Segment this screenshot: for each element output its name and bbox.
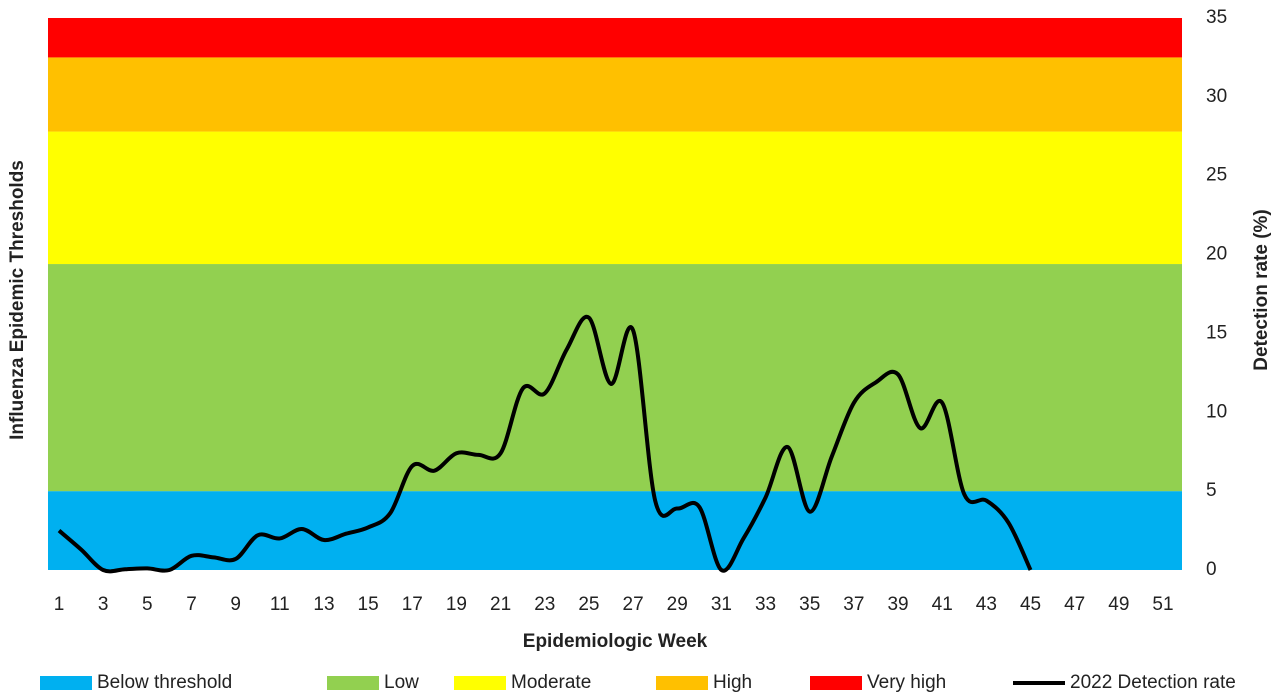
x-axis-title: Epidemiologic Week [523, 631, 708, 652]
x-tick-label: 43 [976, 594, 997, 615]
y-tick-label: 5 [1206, 480, 1217, 501]
x-tick-label: 23 [534, 594, 555, 615]
x-tick-label: 25 [578, 594, 599, 615]
x-tick-label: 1 [54, 594, 65, 615]
x-tick-label: 11 [270, 594, 290, 615]
y-tick-label: 25 [1206, 165, 1227, 186]
y-tick-label: 0 [1206, 559, 1217, 580]
legend-swatch [40, 676, 92, 690]
legend-swatch [810, 676, 862, 690]
legend-swatch [656, 676, 708, 690]
legend-label: High [713, 672, 752, 693]
x-tick-label: 29 [667, 594, 688, 615]
x-tick-label: 27 [623, 594, 644, 615]
x-tick-label: 33 [755, 594, 776, 615]
y-tick-label: 35 [1206, 7, 1227, 28]
x-tick-label: 13 [313, 594, 334, 615]
x-tick-label: 35 [799, 594, 820, 615]
x-tick-label: 15 [358, 594, 379, 615]
detection-line [57, 314, 1033, 574]
x-tick-label: 45 [1020, 594, 1041, 615]
x-tick-label: 7 [186, 594, 197, 615]
legend-label: Moderate [511, 672, 591, 693]
y-tick-label: 10 [1206, 401, 1227, 422]
threshold-band [48, 131, 1182, 265]
left-axis-title: Influenza Epidemic Thresholds [7, 160, 28, 440]
legend-label: Below threshold [97, 672, 232, 693]
y-tick-label: 30 [1206, 86, 1227, 107]
x-tick-label: 51 [1152, 594, 1173, 615]
x-tick-label: 19 [446, 594, 467, 615]
y-tick-label: 20 [1206, 244, 1227, 265]
legend-swatch [327, 676, 379, 690]
x-tick-label: 41 [932, 594, 953, 615]
threshold-band [48, 57, 1182, 132]
legend-label: Very high [867, 672, 946, 693]
x-tick-label: 5 [142, 594, 153, 615]
threshold-band [48, 18, 1182, 58]
x-tick-label: 39 [887, 594, 908, 615]
legend-label: 2022 Detection rate [1070, 672, 1236, 693]
x-tick-label: 21 [490, 594, 511, 615]
x-tick-label: 9 [230, 594, 241, 615]
x-tick-label: 31 [711, 594, 732, 615]
x-tick-label: 37 [843, 594, 864, 615]
x-tick-label: 49 [1108, 594, 1129, 615]
y-tick-label: 15 [1206, 322, 1227, 343]
x-tick-label: 3 [98, 594, 109, 615]
legend-swatch [454, 676, 506, 690]
legend-label: Low [384, 672, 419, 693]
y-axis-title: Detection rate (%) [1251, 209, 1272, 371]
x-tick-label: 17 [402, 594, 423, 615]
x-tick-label: 47 [1064, 594, 1085, 615]
